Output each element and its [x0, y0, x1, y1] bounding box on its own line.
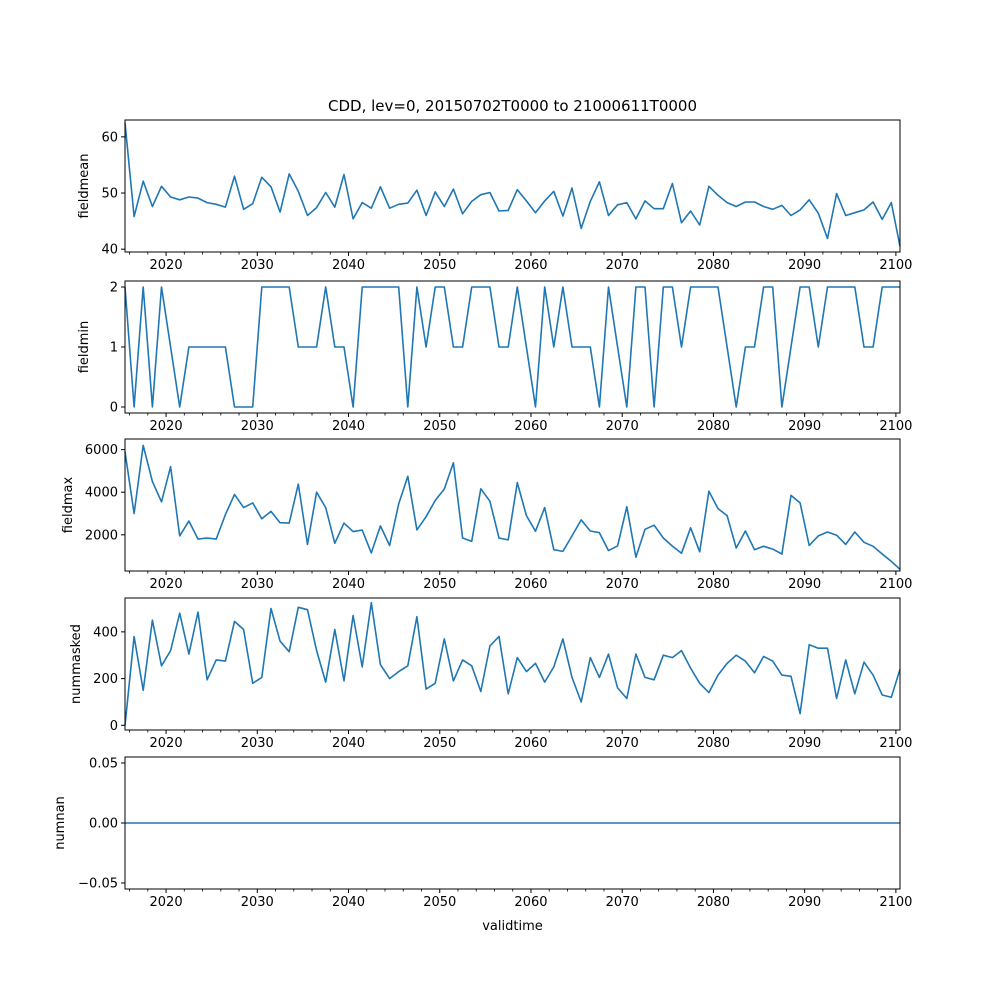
y-axis-label-fieldmean: fieldmean: [77, 154, 92, 219]
x-tick-label: 2060: [514, 577, 547, 592]
x-tick-label: 2090: [788, 895, 821, 910]
x-tick-label: 2050: [423, 895, 456, 910]
x-tick-label: 2090: [788, 419, 821, 434]
x-tick-label: 2040: [332, 736, 365, 751]
x-tick-label: 2100: [879, 577, 912, 592]
y-tick-label: 400: [93, 625, 118, 640]
x-tick-label: 2070: [606, 895, 639, 910]
y-axis-label-fieldmax: fieldmax: [61, 477, 76, 534]
x-tick-label: 2040: [332, 895, 365, 910]
x-tick-label: 2070: [606, 736, 639, 751]
x-tick-label: 2080: [697, 258, 730, 273]
chart-title: CDD, lev=0, 20150702T0000 to 21000611T00…: [328, 97, 697, 115]
x-tick-label: 2090: [788, 736, 821, 751]
x-tick-label: 2040: [332, 577, 365, 592]
x-tick-label: 2020: [150, 736, 183, 751]
y-tick-label: 200: [93, 672, 118, 687]
x-tick-label: 2100: [879, 258, 912, 273]
y-axis-label-numnan: numnan: [53, 796, 68, 850]
x-tick-label: 2080: [697, 895, 730, 910]
x-tick-label: 2080: [697, 419, 730, 434]
series-line-fieldmean: [124, 122, 901, 247]
y-tick-label: 4000: [85, 486, 118, 501]
x-tick-label: 2070: [606, 258, 639, 273]
x-tick-label: 2070: [606, 577, 639, 592]
x-tick-label: 2030: [241, 895, 274, 910]
x-tick-label: 2090: [788, 258, 821, 273]
y-tick-label: 6000: [85, 443, 118, 458]
subplots-group: 2020 2030 2040 2050 2060 2070 2080 2090 21004050…: [53, 119, 912, 910]
x-tick-label: 2080: [697, 736, 730, 751]
x-tick-label: 2100: [879, 736, 912, 751]
y-tick-label: 0: [110, 719, 118, 734]
y-tick-label: 0.05: [89, 757, 118, 772]
x-tick-label: 2040: [332, 419, 365, 434]
series-line-nummasked: [124, 601, 901, 726]
x-tick-label: 2070: [606, 419, 639, 434]
x-tick-label: 2060: [514, 736, 547, 751]
x-tick-label: 2020: [150, 895, 183, 910]
x-tick-label: 2050: [423, 577, 456, 592]
x-tick-label: 2050: [423, 258, 456, 273]
x-tick-label: 2100: [879, 419, 912, 434]
x-tick-label: 2050: [423, 419, 456, 434]
y-axis-label-fieldmin: fieldmin: [77, 321, 92, 374]
x-tick-label: 2030: [241, 419, 274, 434]
y-tick-label: 2000: [85, 528, 118, 543]
x-tick-label: 2060: [514, 895, 547, 910]
x-tick-label: 2030: [241, 577, 274, 592]
y-tick-label: −0.05: [78, 877, 118, 892]
y-tick-label: 50: [101, 187, 118, 202]
y-tick-label: 2: [110, 281, 118, 296]
y-tick-label: 40: [101, 243, 118, 258]
y-tick-label: 60: [101, 130, 118, 145]
x-tick-label: 2080: [697, 577, 730, 592]
x-tick-label: 2040: [332, 258, 365, 273]
x-tick-label: 2060: [514, 419, 547, 434]
y-tick-label: 0.00: [89, 817, 118, 832]
series-line-fieldmin: [124, 286, 900, 408]
x-axis-label: validtime: [482, 919, 543, 934]
y-tick-label: 1: [110, 341, 118, 356]
x-tick-label: 2020: [150, 419, 183, 434]
y-tick-label: 0: [110, 401, 118, 416]
x-tick-label: 2020: [150, 258, 183, 273]
x-tick-label: 2030: [241, 736, 274, 751]
y-axis-label-nummasked: nummasked: [69, 624, 84, 704]
series-line-fieldmax: [124, 444, 901, 570]
x-tick-label: 2100: [879, 895, 912, 910]
x-tick-label: 2090: [788, 577, 821, 592]
x-tick-label: 2050: [423, 736, 456, 751]
x-tick-label: 2030: [241, 258, 274, 273]
x-tick-label: 2020: [150, 577, 183, 592]
x-tick-label: 2060: [514, 258, 547, 273]
